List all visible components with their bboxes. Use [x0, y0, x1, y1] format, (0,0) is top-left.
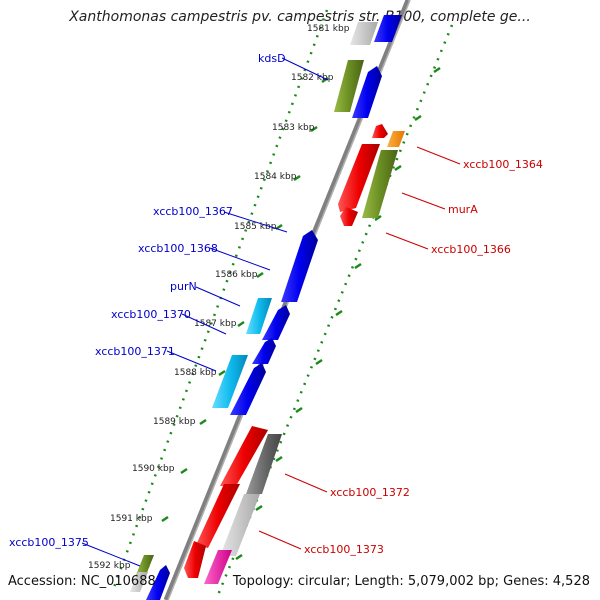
- gene-arrow[interactable]: [230, 363, 266, 415]
- gene-label-xccb100_1367[interactable]: xccb100_1367: [153, 205, 233, 218]
- gene-label-xccb100_1364[interactable]: xccb100_1364: [463, 158, 543, 171]
- gene-arrow-xccb100_1372[interactable]: [220, 426, 268, 486]
- gene-arrow[interactable]: [350, 22, 378, 45]
- gene-arrow[interactable]: [220, 494, 260, 556]
- forward-gene-labels: kdsD xccb100_1367 xccb100_1368 purN xccb…: [9, 52, 286, 549]
- tick-label: 1582 kbp: [291, 73, 334, 83]
- forward-label-leaders: [81, 57, 329, 567]
- gene-arrow-xccb100_1370[interactable]: [252, 338, 276, 364]
- gene-arrow[interactable]: [204, 550, 232, 584]
- tick-label: 1588 kbp: [174, 368, 217, 378]
- reverse-label-leaders: [258, 146, 461, 550]
- gene-arrow[interactable]: [340, 207, 358, 226]
- forward-strand-genes: [130, 15, 402, 600]
- tick-labels: 1581 kbp 1582 kbp 1583 kbp 1584 kbp 1585…: [88, 24, 350, 571]
- gene-label-purN[interactable]: purN: [170, 280, 197, 293]
- tick-label: 1590 kbp: [132, 464, 175, 474]
- gene-arrow-xccb100_1367[interactable]: [281, 230, 318, 302]
- gene-label-kdsD[interactable]: kdsD: [258, 52, 286, 65]
- gene-arrow[interactable]: [184, 541, 206, 578]
- reverse-strand-genes: [184, 124, 405, 584]
- gene-label-xccb100_1371[interactable]: xccb100_1371: [95, 345, 175, 358]
- gene-arrow[interactable]: [374, 15, 402, 42]
- gene-label-murA[interactable]: murA: [448, 203, 478, 216]
- tick-label: 1584 kbp: [254, 172, 297, 182]
- gene-label-xccb100_1368[interactable]: xccb100_1368: [138, 242, 218, 255]
- reverse-gene-labels: xccb100_1364 murA xccb100_1366 xccb100_1…: [304, 158, 543, 556]
- gene-arrow-kdsD[interactable]: [334, 60, 364, 112]
- gene-arrow-xccb100_1371[interactable]: [212, 355, 248, 408]
- tick-label: 1583 kbp: [272, 123, 315, 133]
- gene-arrow[interactable]: [146, 565, 170, 600]
- gene-label-xccb100_1373[interactable]: xccb100_1373: [304, 543, 384, 556]
- gene-arrow-xccb100_1373[interactable]: [196, 484, 240, 548]
- tick-label: 1589 kbp: [153, 417, 196, 427]
- gene-arrow-purN[interactable]: [246, 298, 272, 334]
- gene-arrow-xccb100_1368[interactable]: [262, 305, 290, 340]
- tick-label: 1592 kbp: [88, 561, 131, 571]
- tick-label: 1581 kbp: [307, 24, 350, 34]
- gene-label-xccb100_1366[interactable]: xccb100_1366: [431, 243, 511, 256]
- tick-label: 1591 kbp: [110, 514, 153, 524]
- gene-label-xccb100_1375[interactable]: xccb100_1375: [9, 536, 89, 549]
- gene-arrow-murA[interactable]: [362, 150, 398, 218]
- gene-arrow-xccb100_1364-a[interactable]: [372, 124, 388, 138]
- gene-arrow[interactable]: [352, 66, 382, 118]
- gene-arrow[interactable]: [246, 434, 282, 494]
- gene-label-xccb100_1372[interactable]: xccb100_1372: [330, 486, 410, 499]
- gene-arrow[interactable]: [130, 572, 148, 592]
- gene-arrow-xccb100_1375[interactable]: [136, 555, 154, 575]
- tick-label: 1586 kbp: [215, 270, 258, 280]
- gene-arrow-xccb100_1366[interactable]: [338, 144, 380, 212]
- tick-label: 1587 kbp: [194, 319, 237, 329]
- map-title: Xanthomonas campestris pv. campestris st…: [69, 9, 531, 25]
- topology-text: Topology: circular; Length: 5,079,002 bp…: [232, 574, 590, 589]
- accession-text: Accession: NC_010688: [8, 574, 156, 589]
- gene-arrow-xccb100_1364-b[interactable]: [387, 131, 405, 147]
- tick-label: 1585 kbp: [234, 222, 277, 232]
- gene-label-xccb100_1370[interactable]: xccb100_1370: [111, 308, 191, 321]
